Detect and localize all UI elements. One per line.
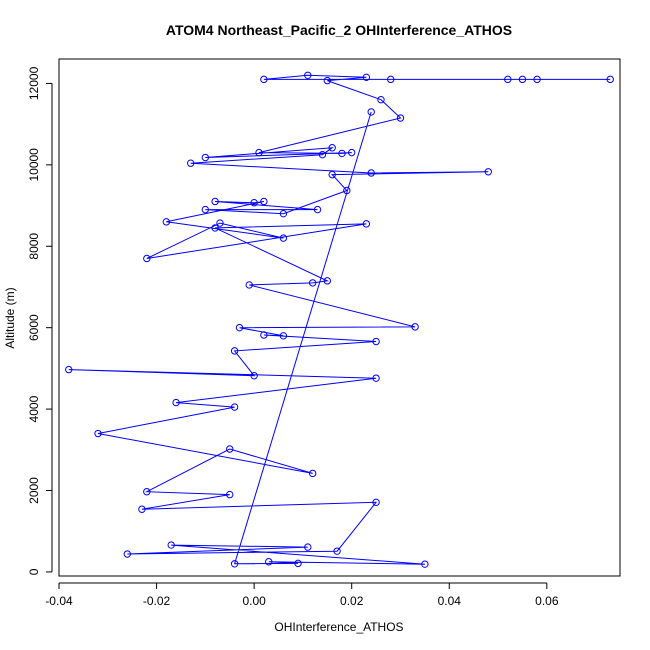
data-point [230, 347, 239, 355]
data-point [162, 218, 171, 226]
y-tick-label: 8000 [27, 233, 41, 260]
data-point [504, 75, 512, 84]
plot-frame [58, 58, 621, 577]
data-point [250, 199, 258, 207]
x-tick-label: 0.04 [438, 594, 462, 608]
y-tick-label: 10000 [27, 148, 41, 182]
x-tick-label: 0.00 [242, 594, 266, 608]
data-point [143, 488, 151, 496]
data-point [226, 490, 234, 499]
data-point [318, 150, 327, 159]
data-point [328, 170, 336, 179]
data-point [362, 73, 371, 82]
x-tick-label: -0.02 [143, 594, 171, 608]
series-line [68, 74, 611, 565]
data-point [250, 372, 258, 380]
data-point [372, 498, 380, 507]
data-point [294, 559, 302, 568]
data-point [123, 550, 131, 558]
data-point [279, 332, 288, 340]
data-point [187, 159, 195, 167]
x-tick-label: 0.02 [340, 594, 364, 608]
data-point [143, 254, 151, 263]
x-axis: -0.04 -0.02 0.00 0.02 0.04 0.06 [45, 582, 559, 608]
data-point [260, 331, 268, 339]
data-point [323, 277, 332, 285]
data-point [255, 148, 263, 157]
data-point [304, 71, 312, 79]
data-point [421, 560, 429, 568]
data-point [372, 374, 380, 382]
data-point [226, 445, 234, 453]
data-point [323, 76, 332, 85]
data-point [372, 337, 380, 346]
data-point [211, 197, 219, 206]
y-tick-label: 0 [27, 568, 41, 575]
data-point [396, 114, 405, 122]
data-point [94, 429, 102, 438]
y-tick-label: 4000 [27, 395, 41, 422]
data-point [343, 186, 351, 195]
data-point [313, 205, 322, 214]
data-point [606, 75, 614, 84]
y-axis: 0 2000 4000 6000 8000 10000 12000 [27, 66, 53, 575]
data-point [260, 75, 268, 84]
data-point [367, 169, 375, 177]
data-point [533, 75, 541, 84]
data-point [245, 281, 253, 289]
x-tick-label: 0.06 [535, 594, 559, 608]
data-point [377, 96, 385, 104]
data-point [304, 543, 312, 551]
data-point [211, 224, 219, 232]
data-point [518, 75, 527, 84]
data-point [338, 149, 346, 158]
data-point [328, 144, 336, 152]
data-point [362, 220, 371, 228]
data-point [484, 168, 492, 176]
data-point [367, 108, 375, 116]
data-point [230, 560, 239, 568]
x-tick-label: -0.04 [45, 594, 73, 608]
data-point [333, 547, 341, 555]
data-point [411, 323, 419, 331]
data-point [201, 153, 210, 162]
data-point [216, 219, 224, 227]
data-point [138, 505, 146, 513]
data-point [347, 148, 356, 157]
series-layer [65, 71, 614, 568]
data-point [230, 403, 239, 411]
data-point [279, 209, 288, 218]
chart-title: ATOM4 Northeast_Pacific_2 OHInterference… [166, 22, 512, 38]
y-tick-label: 12000 [27, 66, 41, 100]
data-point [201, 205, 210, 214]
y-axis-label: Altitude (m) [3, 287, 17, 348]
data-point [265, 558, 273, 566]
x-axis-label: OHInterference_ATHOS [274, 620, 403, 634]
data-point [308, 279, 317, 287]
data-point [172, 398, 180, 407]
data-point [167, 541, 175, 549]
data-point [235, 323, 244, 332]
y-tick-label: 2000 [27, 477, 41, 504]
data-point [279, 234, 288, 242]
data-point [308, 469, 317, 478]
y-tick-label: 6000 [27, 314, 41, 341]
data-point [65, 365, 73, 374]
data-point [387, 75, 395, 84]
data-point [260, 197, 268, 206]
